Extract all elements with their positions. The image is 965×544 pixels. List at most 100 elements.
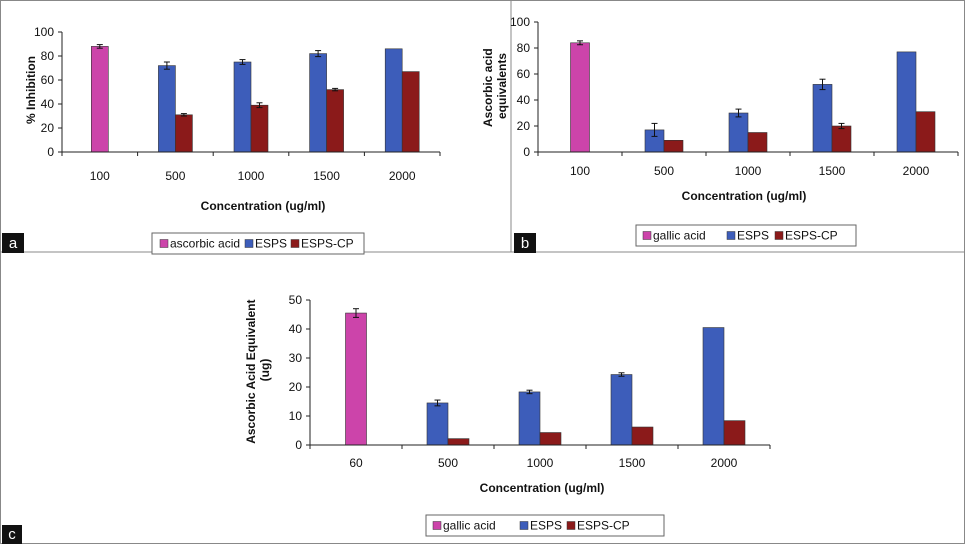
x-tick-label: 1000 xyxy=(735,164,762,178)
bar-esps xyxy=(426,402,449,446)
legend-label: ESPS-CP xyxy=(785,229,838,243)
panel-c-plot: 0 10 20 30 40 50 60 500 1000 1500 2000 xyxy=(289,293,771,470)
legend-swatch xyxy=(244,239,254,248)
x-tick-label: 100 xyxy=(90,169,110,183)
x-tick-label: 60 xyxy=(349,456,363,470)
y-tick-label: 0 xyxy=(295,438,302,452)
x-tick-label: 2000 xyxy=(389,169,416,183)
bar-esps xyxy=(812,84,833,153)
x-tick-label: 2000 xyxy=(903,164,930,178)
panel-a: 0 20 40 60 80 100 100 500 1000 1500 2000 Concentra… xyxy=(2,25,441,255)
legend-swatch xyxy=(290,239,300,248)
panel-a-xlabel: Concentration (ug/ml) xyxy=(201,199,326,213)
bar-esps xyxy=(384,48,403,153)
panel-b-legend: gallic acid ESPS ESPS-CP xyxy=(635,224,857,247)
y-tick-label: 40 xyxy=(517,93,531,107)
y-tick-label: 100 xyxy=(510,15,530,29)
bar-esps xyxy=(610,374,633,446)
y-tick-label: 80 xyxy=(517,41,531,55)
bar-esps xyxy=(309,53,327,153)
bar-esps xyxy=(233,61,252,153)
legend-swatch xyxy=(519,521,529,530)
y-tick-label: 40 xyxy=(41,97,55,111)
x-tick-label: 2000 xyxy=(711,456,738,470)
bar-esps-cp xyxy=(401,71,420,153)
x-tick-label: 500 xyxy=(438,456,458,470)
panel-c-xlabel: Concentration (ug/ml) xyxy=(480,481,605,495)
panel-b-letter-box xyxy=(514,233,536,253)
x-tick-label: 1500 xyxy=(819,164,846,178)
panel-a-ylabel-line-1: % Inhibition xyxy=(24,56,38,124)
panel-b-xlabel: Concentration (ug/ml) xyxy=(682,189,807,203)
panel-b: 0 20 40 60 80 100 100 500 1000 1500 2000 Concentra… xyxy=(481,15,959,253)
legend-label: ESPS xyxy=(255,237,287,251)
legend-label: ascorbic acid xyxy=(170,237,240,251)
panel-b-ylabel: Ascorbic acid equivalents xyxy=(481,45,509,127)
panel-c-letter: c xyxy=(8,526,16,543)
y-tick-label: 50 xyxy=(289,293,303,307)
legend-swatch xyxy=(432,521,442,530)
legend-label: ESPS-CP xyxy=(301,237,354,251)
bar-esps xyxy=(158,65,176,153)
x-tick-label: 500 xyxy=(165,169,185,183)
legend-box xyxy=(151,232,365,255)
y-tick-label: 80 xyxy=(41,49,55,63)
x-tick-label: 1500 xyxy=(313,169,340,183)
bar-esps-cp xyxy=(915,111,936,153)
bar-esps-cp xyxy=(539,432,562,446)
y-tick-label: 0 xyxy=(523,145,530,159)
panel-b-plot: 0 20 40 60 80 100 100 500 1000 1500 2000 xyxy=(510,15,959,178)
legend-label: ESPS xyxy=(530,519,562,533)
x-tick-label: 1000 xyxy=(238,169,265,183)
bar-esps xyxy=(702,327,725,446)
legend-box xyxy=(425,514,665,537)
y-tick-label: 20 xyxy=(289,380,303,394)
bar-esps-cp xyxy=(747,132,768,153)
bar-esps-cp xyxy=(831,125,852,153)
panel-b-ylabel-line-2: equivalents xyxy=(495,53,509,119)
panel-a-ylabel: % Inhibition xyxy=(24,56,38,124)
x-tick-label: 100 xyxy=(570,164,590,178)
legend-box xyxy=(635,224,857,247)
panel-c-legend: gallic acid ESPS ESPS-CP xyxy=(425,514,665,537)
panel-b-ylabel-line-1: Ascorbic acid xyxy=(481,48,495,127)
x-tick-label: 1500 xyxy=(619,456,646,470)
panel-b-letter: b xyxy=(521,235,529,252)
legend-label: gallic acid xyxy=(653,229,706,243)
x-tick-label: 1000 xyxy=(527,456,554,470)
panel-c-ylabel-line-1: Ascorbic Acid Equivalent xyxy=(244,300,258,444)
legend-label: ESPS xyxy=(737,229,769,243)
bar-esps-cp xyxy=(250,104,269,153)
bar-gallic-acid xyxy=(570,42,590,153)
legend-swatch xyxy=(726,231,736,240)
legend-swatch xyxy=(642,231,652,240)
legend-label: ESPS-CP xyxy=(577,519,630,533)
panel-a-letter: a xyxy=(9,235,18,252)
y-tick-label: 20 xyxy=(517,119,531,133)
bar-esps xyxy=(728,112,749,153)
bar-gallic-acid xyxy=(345,312,367,446)
y-tick-label: 40 xyxy=(289,322,303,336)
y-tick-label: 20 xyxy=(41,121,55,135)
bar-esps-cp xyxy=(723,420,746,446)
y-tick-label: 0 xyxy=(47,145,54,159)
y-tick-label: 100 xyxy=(34,25,54,39)
bar-esps-cp xyxy=(326,89,344,153)
y-tick-label: 60 xyxy=(517,67,531,81)
y-tick-label: 30 xyxy=(289,351,303,365)
bar-esps xyxy=(896,51,917,153)
bar-esps xyxy=(518,391,541,446)
panel-a-plot: 0 20 40 60 80 100 100 500 1000 1500 2000 xyxy=(34,25,441,183)
legend-swatch xyxy=(159,239,169,248)
panel-c-letter-box xyxy=(2,525,22,544)
panel-a-legend: ascorbic acid ESPS ESPS-CP xyxy=(151,232,365,255)
panel-c-ylabel: Ascorbic Acid Equivalent (ug) xyxy=(244,296,272,444)
panel-c-ylabel-line-2: (ug) xyxy=(258,359,272,382)
y-tick-label: 10 xyxy=(289,409,303,423)
bar-esps-cp xyxy=(175,114,193,153)
x-tick-label: 500 xyxy=(654,164,674,178)
bar-esps-cp xyxy=(447,438,470,446)
y-tick-label: 60 xyxy=(41,73,55,87)
panel-a-letter-box xyxy=(2,233,24,253)
